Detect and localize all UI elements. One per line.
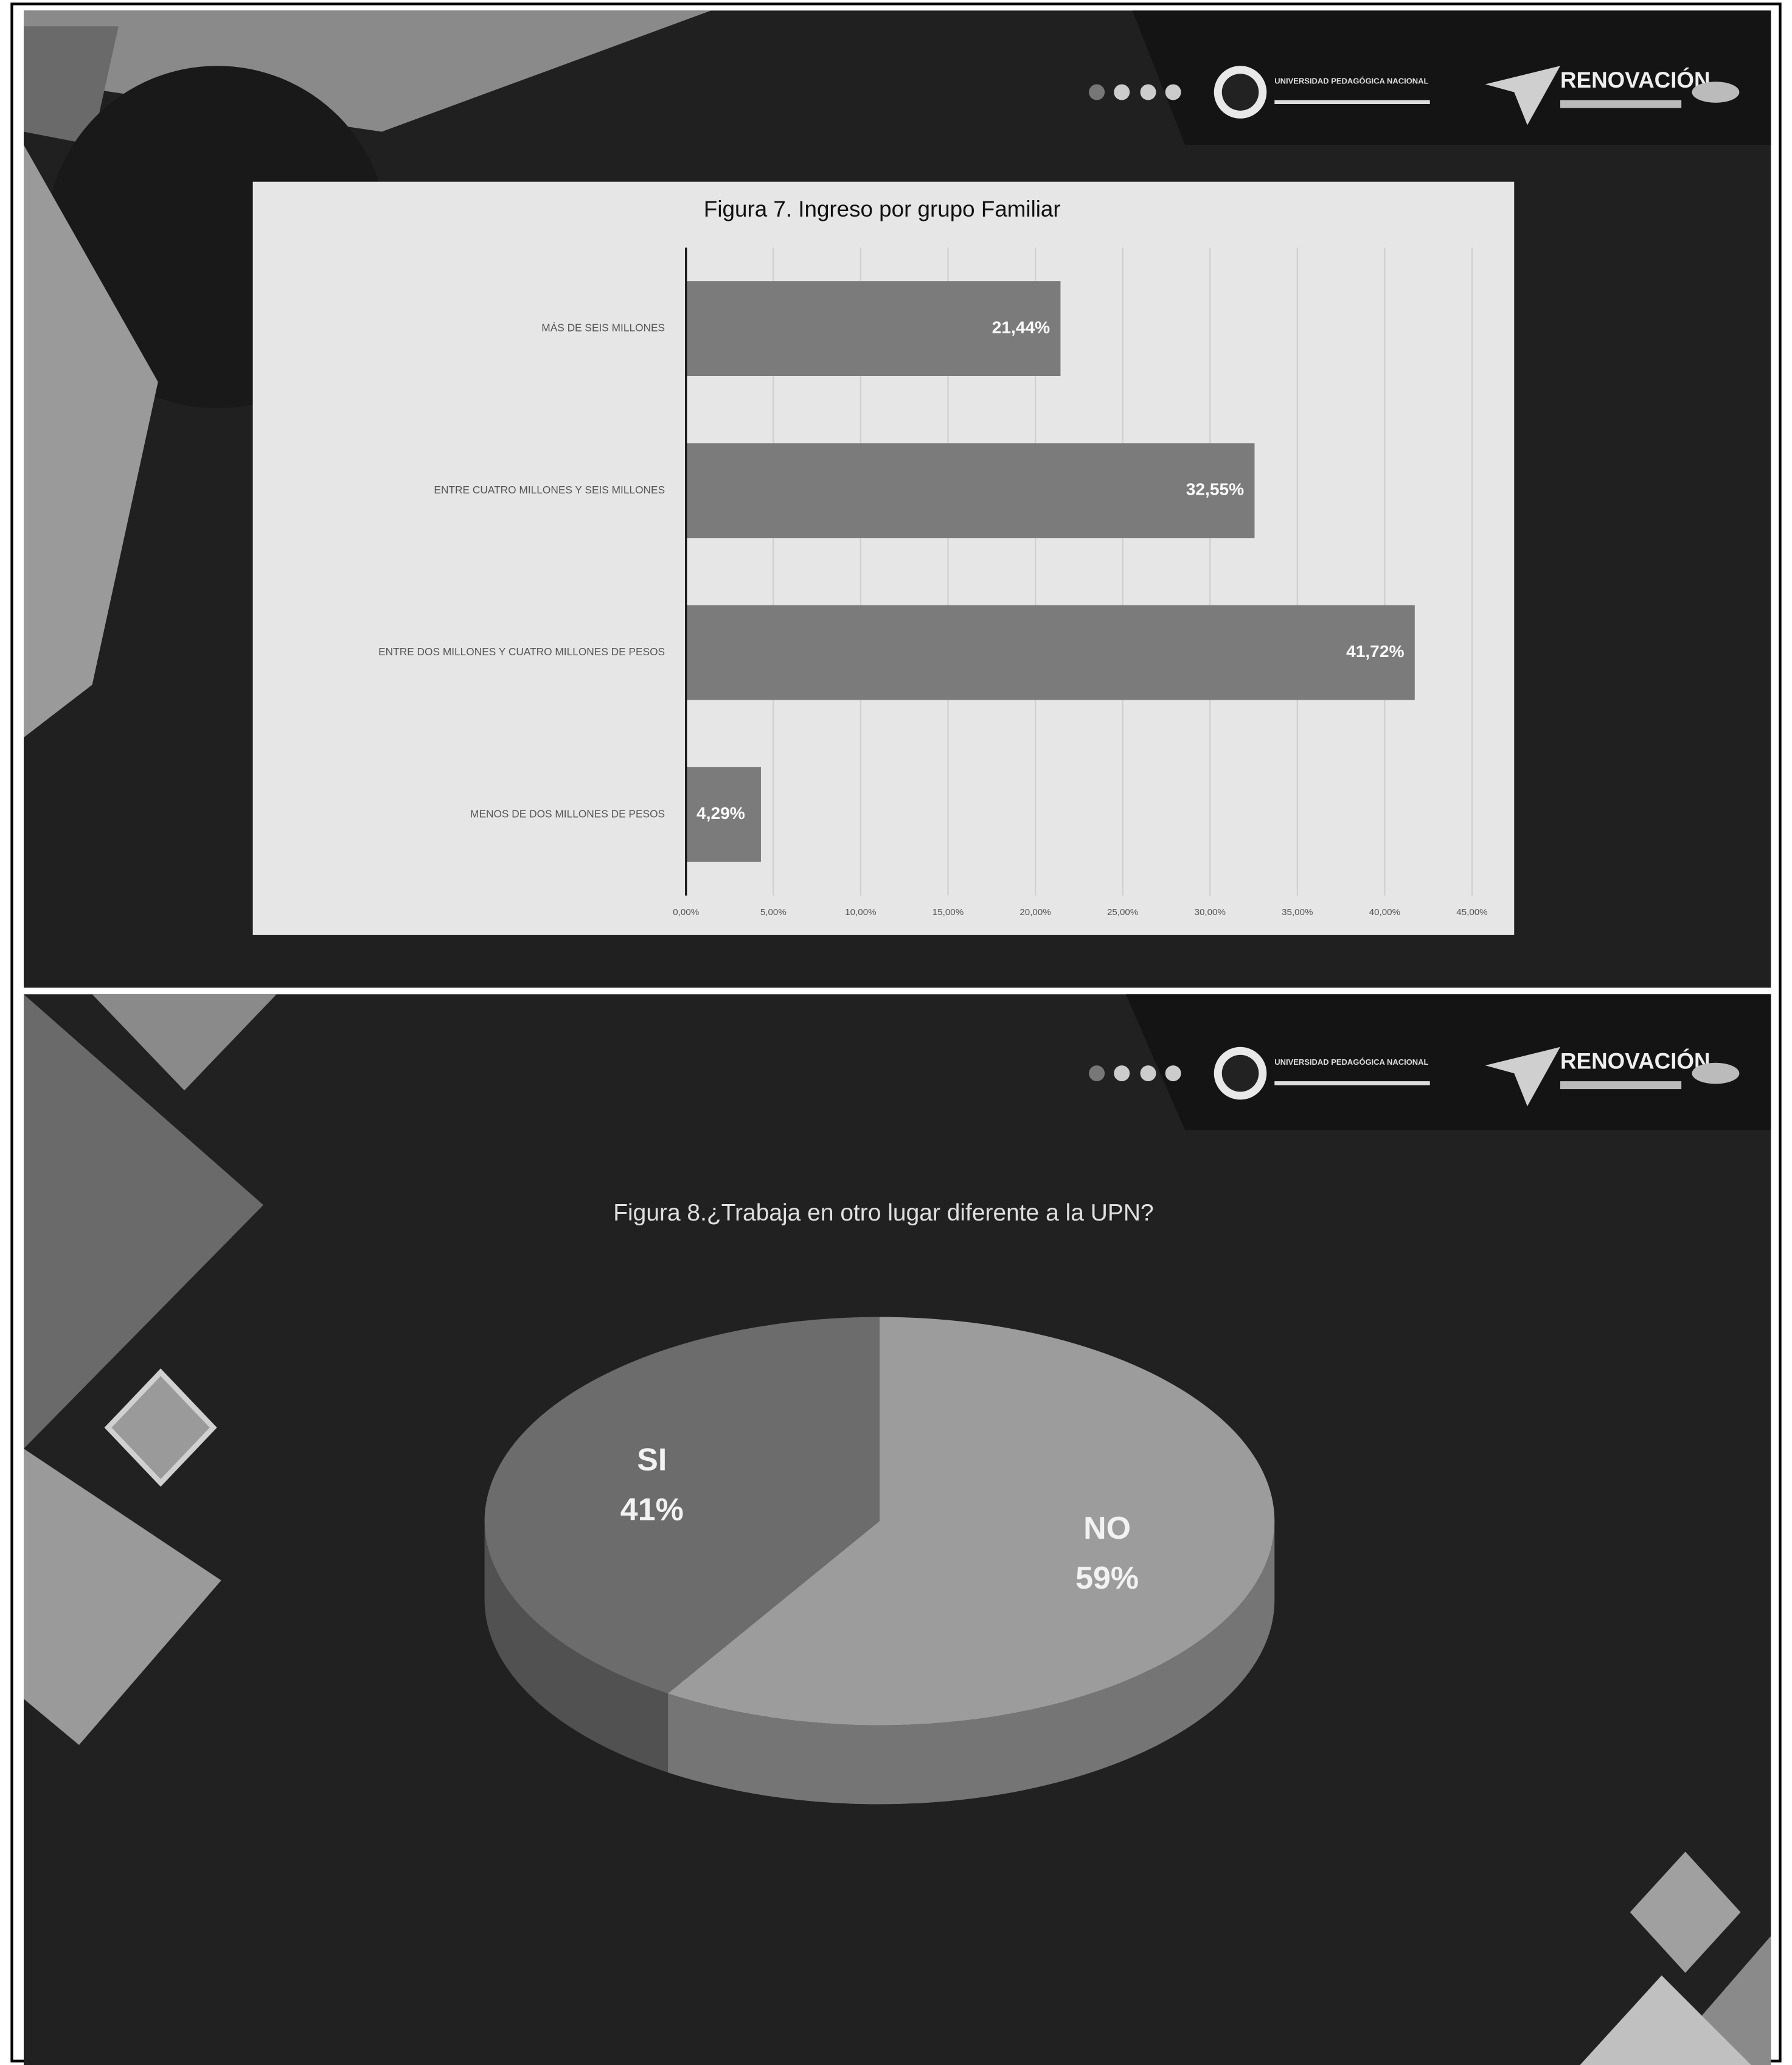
data-label: 59% [1075,1561,1139,1596]
deco [104,1368,217,1487]
x-tick-label: 20,00% [1019,907,1051,918]
deco [23,145,158,738]
deco [23,1448,221,1746]
dot [1165,1065,1181,1082]
logo-bird [1485,66,1561,125]
logo-rule [1274,100,1430,104]
y-tick-label: MENOS DE DOS MILLONES DE PESOS [470,807,665,820]
x-tick-label: 45,00% [1456,907,1487,918]
chart-title: Figura 7. Ingreso por grupo Familiar [704,197,1061,221]
x-tick-label: 35,00% [1282,907,1313,918]
dot [1114,84,1130,100]
deco [23,994,263,1449]
pie-side [484,1521,668,1773]
bar [686,281,1061,376]
x-tick-label: 10,00% [845,907,876,918]
logo-rule [1560,1081,1682,1090]
dot [1089,84,1105,100]
dot [1114,1065,1130,1082]
deco [23,26,119,145]
chart-title: Figura 8.¿Trabaja en otro lugar diferent… [613,1200,1153,1226]
y-tick-label: ENTRE DOS MILLONES Y CUATRO MILLONES DE … [378,646,665,658]
data-label: 4,29% [696,804,745,823]
pie-chart: SI 41% NO 59% [484,1317,1275,1805]
header-band [1132,10,1771,145]
logo-campaign: RENOVACIÓN [1560,67,1710,92]
logos: UNIVERSIDAD PEDAGÓGICA NACIONAL RENOVACIÓ… [1089,66,1740,1107]
dot [1089,1065,1105,1082]
bar-chart: 0,00% 5,00% 10,00% 15,00% 20,00% 25,00% 30,00%… [378,247,1488,918]
header-band [1125,994,1771,1130]
y-tick-label: ENTRE CUATRO MILLONES Y SEIS MILLONES [434,484,665,496]
logo-university: UNIVERSIDAD PEDAGÓGICA NACIONAL [1274,1057,1428,1067]
data-label: 32,55% [1186,480,1244,499]
logo-badge [1692,82,1740,103]
deco [1630,1851,1741,1973]
data-label: 41,72% [1346,642,1404,661]
x-tick-label: 30,00% [1195,907,1226,918]
logo-bird [1485,1046,1561,1107]
deco [1580,1975,1751,2065]
logo-rule [1274,1081,1430,1085]
x-tick-label: 0,00% [673,907,699,918]
deco [92,994,277,1091]
logo-rule [1560,100,1682,108]
pie-side [667,1521,1275,1805]
x-tick-label: 15,00% [932,907,964,918]
logo-badge [1692,1062,1740,1084]
dot [1165,84,1181,100]
logo-seal-inner [1221,1054,1259,1092]
bar [686,443,1255,538]
slice-label: NO [1083,1511,1131,1546]
x-tick-label: 40,00% [1369,907,1400,918]
dot [1140,1065,1156,1082]
logo-campaign: RENOVACIÓN [1560,1048,1710,1074]
logo-seal-inner [1221,74,1259,111]
x-tick-label: 5,00% [760,907,787,918]
bar [686,767,761,862]
data-label: 41% [620,1492,684,1528]
pie-slice [484,1317,880,1694]
dot [1140,84,1156,100]
data-label: 21,44% [992,318,1050,336]
slice-label: SI [637,1442,667,1477]
x-tick-label: 25,00% [1107,907,1138,918]
logo-university: UNIVERSIDAD PEDAGÓGICA NACIONAL [1274,77,1428,86]
bar [686,605,1415,700]
pie-slice [667,1317,1275,1725]
y-tick-label: MÁS DE SEIS MILLONES [541,322,665,334]
